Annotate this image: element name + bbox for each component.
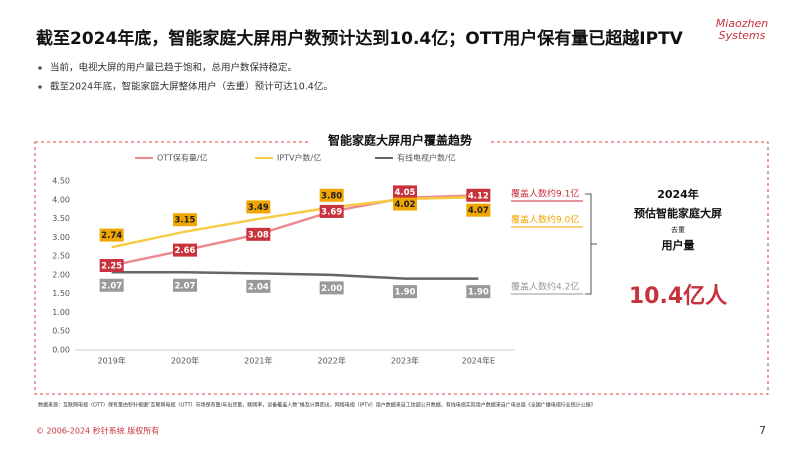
data-label: 2.25: [101, 262, 122, 272]
summary-note: 去重: [671, 225, 685, 234]
source: 数据来源：互联网电视（OTT）保有量由秒针根据“互联网电视（OTT）市场保有量/…: [38, 402, 596, 409]
data-label-box: [466, 203, 491, 217]
summary-total: 10.4亿人: [629, 284, 727, 309]
y-tick-label: 2.50: [52, 252, 70, 261]
data-label: 2.07: [175, 281, 196, 291]
data-label-box: [99, 278, 124, 292]
bracket: [585, 193, 597, 295]
y-tick-label: 4.00: [52, 195, 70, 204]
annotation: 覆盖人数约4.2亿: [511, 281, 579, 293]
data-label: 4.02: [395, 200, 416, 210]
summary-line: 预估智能家庭大屏: [634, 206, 722, 220]
data-label-box: [173, 213, 197, 227]
data-label-box: [466, 285, 491, 299]
data-label: 3.69: [321, 207, 342, 217]
bullet-dot: [38, 66, 42, 70]
x-tick-label: 2021年: [244, 356, 272, 366]
legend-label: OTT保有量/亿: [157, 153, 208, 163]
copyright: © 2006-2024 秒针系统 版权所有: [36, 426, 159, 436]
data-label-box: [393, 285, 417, 299]
data-label: 3.15: [175, 216, 196, 226]
annotation: 覆盖人数约9.0亿: [511, 214, 579, 226]
y-tick-label: 2.00: [52, 270, 70, 279]
data-label: 4.07: [468, 206, 489, 216]
data-label-box: [319, 281, 344, 295]
data-label-box: [173, 278, 197, 292]
logo: Miaozhen: [716, 17, 769, 30]
data-label-box: [246, 200, 271, 214]
data-label-box: [393, 185, 417, 199]
x-tick-label: 2023年: [391, 356, 419, 366]
y-tick-label: 4.50: [52, 177, 70, 186]
y-tick-label: 3.50: [52, 214, 70, 223]
data-label-box: [319, 188, 344, 202]
legend-label: 有线电视户数/亿: [397, 153, 456, 163]
data-label-box: [319, 204, 344, 218]
data-label: 2.66: [175, 246, 196, 256]
title: 截至2024年底，智能家庭大屏用户数预计达到10.4亿；OTT用户保有量已超越I…: [36, 28, 684, 49]
data-label: 3.80: [321, 191, 342, 201]
y-tick-label: 0.00: [52, 346, 70, 355]
data-label-box: [246, 227, 271, 241]
summary-line: 用户量: [662, 238, 695, 252]
bullet-dot: [38, 85, 42, 89]
y-tick-label: 3.00: [52, 233, 70, 242]
series-line: [111, 271, 479, 280]
data-label: 2.00: [321, 284, 342, 294]
data-label: 3.49: [248, 203, 269, 213]
x-tick-label: 2019年: [97, 356, 125, 366]
data-label: 4.05: [395, 188, 416, 198]
title-bg: [310, 132, 490, 150]
data-label: 1.90: [395, 288, 416, 298]
x-tick-label: 2020年: [171, 356, 199, 366]
y-tick-label: 1.50: [52, 289, 70, 298]
data-label-box: [99, 228, 124, 242]
data-label-box: [393, 197, 417, 211]
legend-label: IPTV户数/亿: [277, 153, 321, 163]
data-label: 3.08: [248, 230, 269, 240]
x-tick-label: 2022年: [317, 356, 345, 366]
y-tick-label: 0.50: [52, 327, 70, 336]
summary-year: 2024年: [657, 187, 699, 201]
data-label-box: [246, 279, 271, 293]
bullet: 截至2024年底，智能家庭大屏整体用户（去重）预计可达10.4亿。: [50, 81, 333, 93]
data-label: 2.74: [101, 231, 122, 241]
x-tick-label: 2024年E: [462, 356, 495, 366]
data-label: 2.04: [248, 282, 269, 292]
series-line: [111, 195, 479, 249]
data-label: 2.07: [101, 281, 122, 291]
page-number: 7: [759, 424, 766, 437]
data-label-box: [99, 259, 124, 272]
y-tick-label: 1.00: [52, 308, 70, 317]
series-line: [111, 194, 479, 267]
data-label-box: [173, 243, 197, 257]
logo: Systems: [719, 29, 766, 42]
data-label: 1.90: [468, 288, 489, 298]
annotation: 覆盖人数约9.1亿: [511, 188, 579, 200]
data-label: 4.12: [468, 191, 489, 201]
chart-title: 智能家庭大屏用户覆盖趋势: [327, 133, 472, 148]
data-label-box: [466, 188, 491, 202]
bullet: 当前，电视大屏的用户量已趋于饱和，总用户数保持稳定。: [50, 62, 297, 74]
